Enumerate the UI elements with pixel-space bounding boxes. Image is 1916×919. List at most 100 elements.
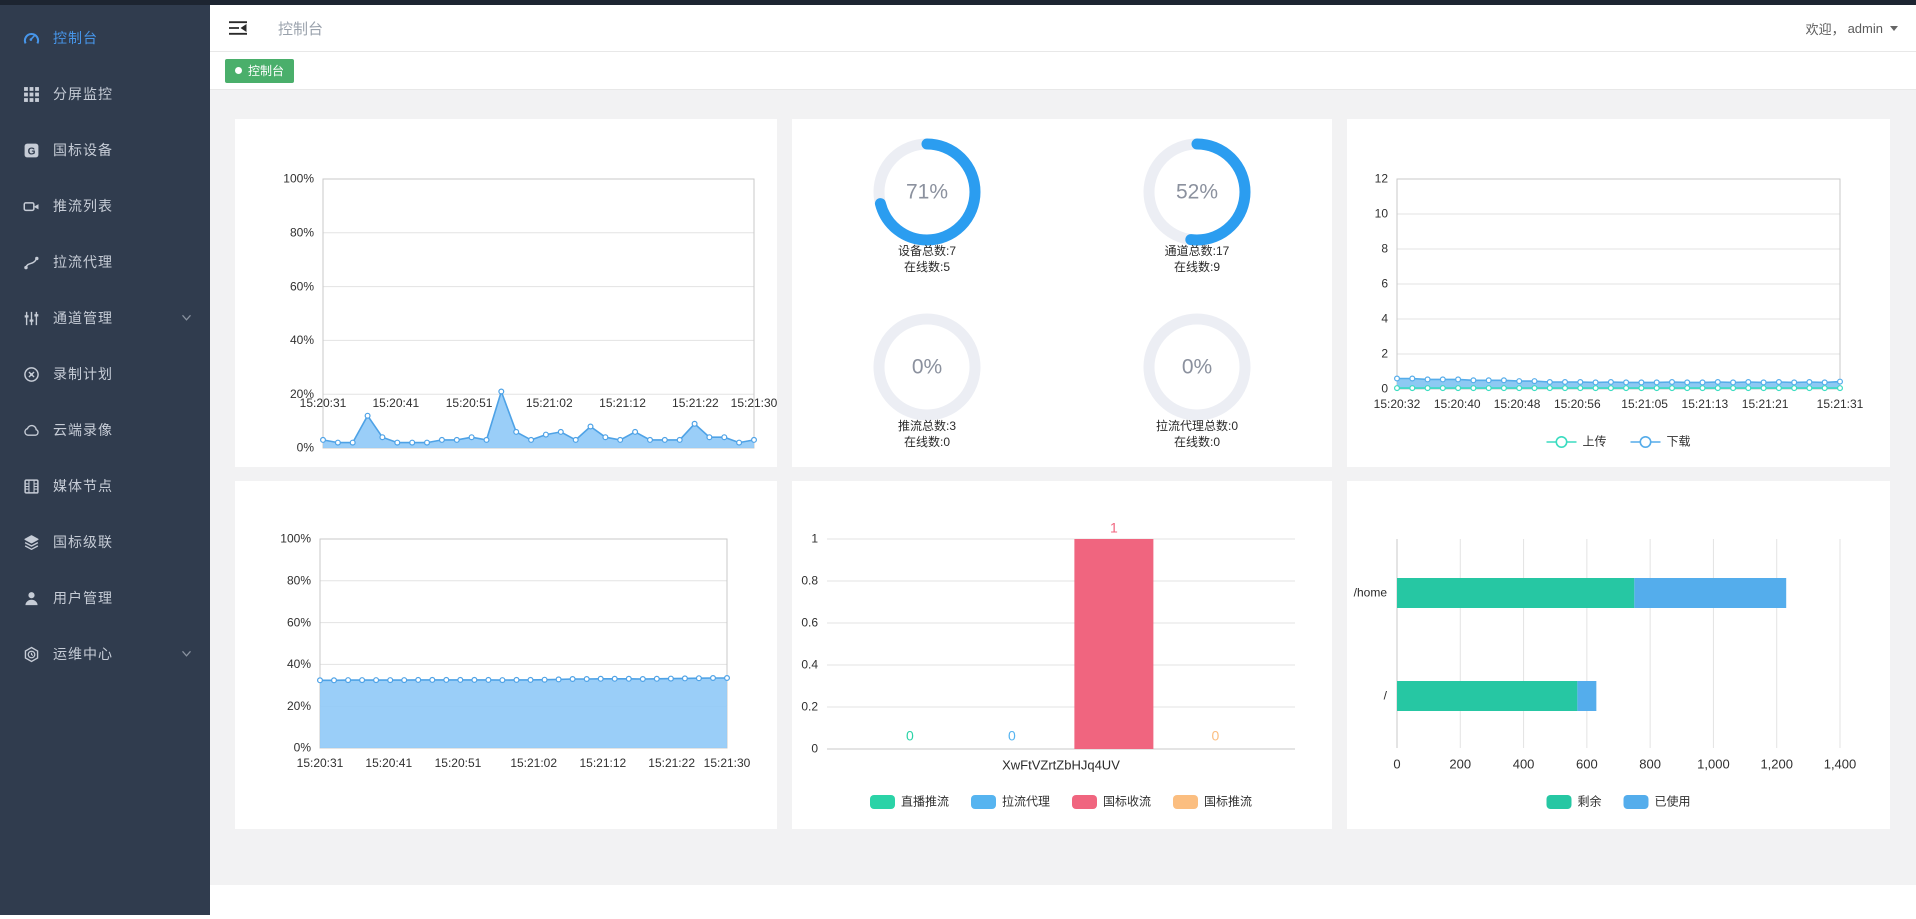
menu-collapse-icon[interactable] [228, 20, 248, 36]
svg-text:15:21:02: 15:21:02 [526, 396, 573, 410]
svg-text:400: 400 [1513, 756, 1535, 771]
camera-icon [22, 197, 40, 215]
svg-text:71%: 71% [906, 181, 948, 204]
svg-text:100%: 100% [283, 172, 314, 186]
memory-usage-chart: 0% 20% 40% 60% 80% 100% 15:20:31 15:20:41 15:20:… [280, 532, 750, 771]
network-throughput-panel: 0 2 4 6 8 10 12 15:20:32 15:20:40 15:20:48 15:20:5… [1347, 119, 1890, 467]
network-throughput-chart: 0 2 4 6 8 10 12 15:20:32 15:20:40 15:20:48 15:20:5… [1374, 172, 1864, 449]
svg-text:10: 10 [1375, 207, 1389, 221]
header: 控制台 欢迎， admin [210, 5, 1916, 52]
svg-text:1,000: 1,000 [1697, 756, 1730, 771]
svg-text:推流总数:3: 推流总数:3 [898, 418, 956, 433]
svg-text:15:21:12: 15:21:12 [580, 756, 627, 770]
svg-text:国标收流: 国标收流 [1103, 795, 1151, 809]
sidebar-item-label: 推流列表 [53, 198, 113, 214]
svg-text:上传: 上传 [1583, 434, 1607, 449]
legend-item[interactable]: 剩余 [1546, 794, 1602, 809]
svg-text:15:21:13: 15:21:13 [1682, 397, 1729, 411]
sidebar-item-ops-center[interactable]: 运维中心 [0, 626, 210, 682]
sidebar-item-label: 国标设备 [53, 142, 113, 158]
legend-item[interactable]: 拉流代理 [971, 794, 1050, 809]
cascade-icon [22, 533, 40, 551]
tab-console[interactable]: 控制台 [225, 58, 295, 83]
svg-text:0.6: 0.6 [801, 616, 818, 630]
legend-item[interactable]: 下载 [1630, 435, 1691, 449]
svg-text:80%: 80% [287, 573, 311, 587]
svg-text:在线数:5: 在线数:5 [904, 259, 950, 274]
svg-text:15:20:31: 15:20:31 [300, 396, 347, 410]
svg-text:拉流代理: 拉流代理 [1002, 794, 1050, 809]
svg-text:15:21:30: 15:21:30 [731, 396, 777, 410]
grid-icon [22, 85, 40, 103]
sidebar-item-label: 控制台 [53, 30, 98, 46]
svg-text:15:21:22: 15:21:22 [672, 396, 719, 410]
resource-gauges: 71%设备总数:7在线数:552%通道总数:17在线数:90%推流总数:3在线数… [873, 138, 1251, 449]
sidebar-item-record-plan[interactable]: 录制计划 [0, 346, 210, 402]
tab-bar: 控制台 [210, 52, 1916, 90]
legend-item[interactable]: 国标推流 [1173, 795, 1252, 809]
svg-text:通道总数:17: 通道总数:17 [1165, 243, 1230, 258]
stream-count-chart: 0 0.2 0.4 0.6 0.8 1 0 0 1 0 XwFtVZrtZbHJq4UV 直播推流 拉流… [801, 520, 1295, 809]
legend-item[interactable]: 直播推流 [870, 795, 949, 809]
svg-text:100%: 100% [280, 532, 311, 546]
svg-text:XwFtVZrtZbHJq4UV: XwFtVZrtZbHJq4UV [1002, 757, 1120, 772]
sidebar-item-split-screen[interactable]: 分屏监控 [0, 66, 210, 122]
legend-item[interactable]: 国标收流 [1072, 795, 1151, 809]
disk-usage-panel: 0 200 400 600 800 1,000 1,200 1,400/home / 剩余 已使用 [1347, 481, 1890, 829]
sidebar-item-pull-proxy[interactable]: 拉流代理 [0, 234, 210, 290]
svg-text:4: 4 [1381, 312, 1388, 326]
sidebar-item-push-list[interactable]: 推流列表 [0, 178, 210, 234]
svg-text:15:20:32: 15:20:32 [1374, 397, 1421, 411]
svg-text:在线数:0: 在线数:0 [904, 434, 950, 449]
svg-text:15:20:51: 15:20:51 [435, 756, 482, 770]
svg-text:在线数:9: 在线数:9 [1174, 259, 1220, 274]
cloud-record-icon [22, 421, 40, 439]
media-node-icon [22, 477, 40, 495]
svg-text:52%: 52% [1176, 181, 1218, 204]
svg-text:12: 12 [1375, 172, 1389, 186]
sidebar-item-label: 运维中心 [53, 646, 113, 662]
svg-text:设备总数:7: 设备总数:7 [898, 243, 956, 258]
sidebar-item-gb-device[interactable]: G 国标设备 [0, 122, 210, 178]
sidebar-item-cloud-record[interactable]: 云端录像 [0, 402, 210, 458]
svg-text:0: 0 [1381, 382, 1388, 396]
sidebar-item-gb-cascade[interactable]: 国标级联 [0, 514, 210, 570]
svg-text:15:21:21: 15:21:21 [1742, 397, 1789, 411]
legend-item[interactable]: 上传 [1546, 434, 1607, 449]
username: admin [1847, 20, 1883, 36]
disk-usage-chart: 0 200 400 600 800 1,000 1,200 1,400/home / 剩余 已使用 [1354, 539, 1856, 809]
sidebar-item-label: 录制计划 [53, 366, 113, 382]
svg-text:2: 2 [1381, 347, 1388, 361]
gb-device-icon: G [22, 141, 40, 159]
svg-text:15:20:41: 15:20:41 [372, 396, 419, 410]
sidebar-item-label: 拉流代理 [53, 254, 113, 270]
sidebar-item-label: 媒体节点 [53, 478, 113, 494]
legend-item[interactable]: 已使用 [1623, 794, 1691, 809]
sidebar-item-label: 国标级联 [53, 534, 113, 550]
sidebar-item-user-mgmt[interactable]: 用户管理 [0, 570, 210, 626]
sidebar-item-console[interactable]: 控制台 [0, 10, 210, 66]
breadcrumb: 控制台 [278, 20, 324, 38]
svg-text:15:21:31: 15:21:31 [1817, 397, 1864, 411]
svg-text:剩余: 剩余 [1578, 794, 1602, 809]
resource-gauges-panel: 71% 设备总数:7 在线数:5 52% 通道总数:17 在线数:9 0% 推流总数:3 在线数… [792, 119, 1332, 467]
svg-text:15:20:41: 15:20:41 [365, 756, 412, 770]
svg-text:15:21:12: 15:21:12 [599, 396, 646, 410]
svg-text:0: 0 [906, 728, 914, 744]
user-menu[interactable]: 欢迎， admin [1806, 19, 1900, 38]
svg-text:15:20:40: 15:20:40 [1434, 397, 1481, 411]
svg-text:G: G [27, 146, 35, 157]
svg-text:1: 1 [1110, 520, 1118, 536]
sidebar-item-label: 通道管理 [53, 310, 113, 326]
chevron-down-icon [181, 314, 192, 322]
sidebar-item-media-node[interactable]: 媒体节点 [0, 458, 210, 514]
dashboard-content: 0% 20% 40% 60% 80% 100% 15:20:31 15:20:41 15:20:… [210, 90, 1916, 885]
caret-down-icon [1890, 25, 1898, 31]
cpu-usage-chart: 0% 20% 40% 60% 80% 100% 15:20:31 15:20:41 15:20:… [283, 172, 777, 455]
top-strip [0, 0, 1916, 5]
sidebar-item-channel-mgmt[interactable]: 通道管理 [0, 290, 210, 346]
welcome-text: 欢迎， [1805, 21, 1845, 37]
sidebar-item-label: 分屏监控 [53, 86, 113, 102]
svg-text:60%: 60% [287, 615, 311, 629]
svg-text:0: 0 [1212, 728, 1220, 744]
